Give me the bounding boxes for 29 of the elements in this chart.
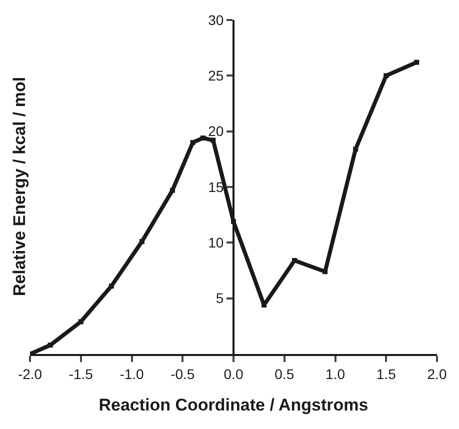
y-tick-label: 25: [208, 68, 224, 84]
x-tick-label: -1.5: [68, 366, 94, 382]
point: [200, 136, 206, 141]
y-tick-label: 30: [208, 12, 224, 28]
point: [210, 138, 216, 143]
y-axis-title: Relative Energy / kcal / mol: [10, 76, 30, 296]
y-tick-label: 15: [208, 178, 224, 195]
y-tick-label: 10: [208, 234, 224, 251]
x-tick-label: -2.0: [18, 366, 42, 382]
point: [414, 60, 420, 65]
y-tick-label: 5: [216, 290, 224, 306]
x-tick-label: -0.5: [170, 366, 195, 382]
point: [48, 342, 53, 348]
point: [353, 146, 358, 152]
y-tick-label: 20: [208, 123, 224, 140]
x-tick-label: 0.0: [224, 366, 244, 382]
point: [108, 284, 114, 289]
x-axis-title: Reaction Coordinate / Angstroms: [98, 396, 368, 415]
point: [190, 140, 196, 145]
x-tick-label: 1.0: [326, 366, 346, 382]
x-tick-label: 0.5: [274, 366, 294, 382]
x-tick-label: -1.0: [120, 366, 144, 382]
point: [322, 269, 328, 274]
point: [384, 73, 389, 78]
x-tick-label: 2.0: [427, 366, 447, 382]
x-tick-label: 1.5: [376, 366, 396, 382]
point: [170, 188, 175, 193]
point: [78, 319, 84, 324]
point: [139, 239, 144, 244]
